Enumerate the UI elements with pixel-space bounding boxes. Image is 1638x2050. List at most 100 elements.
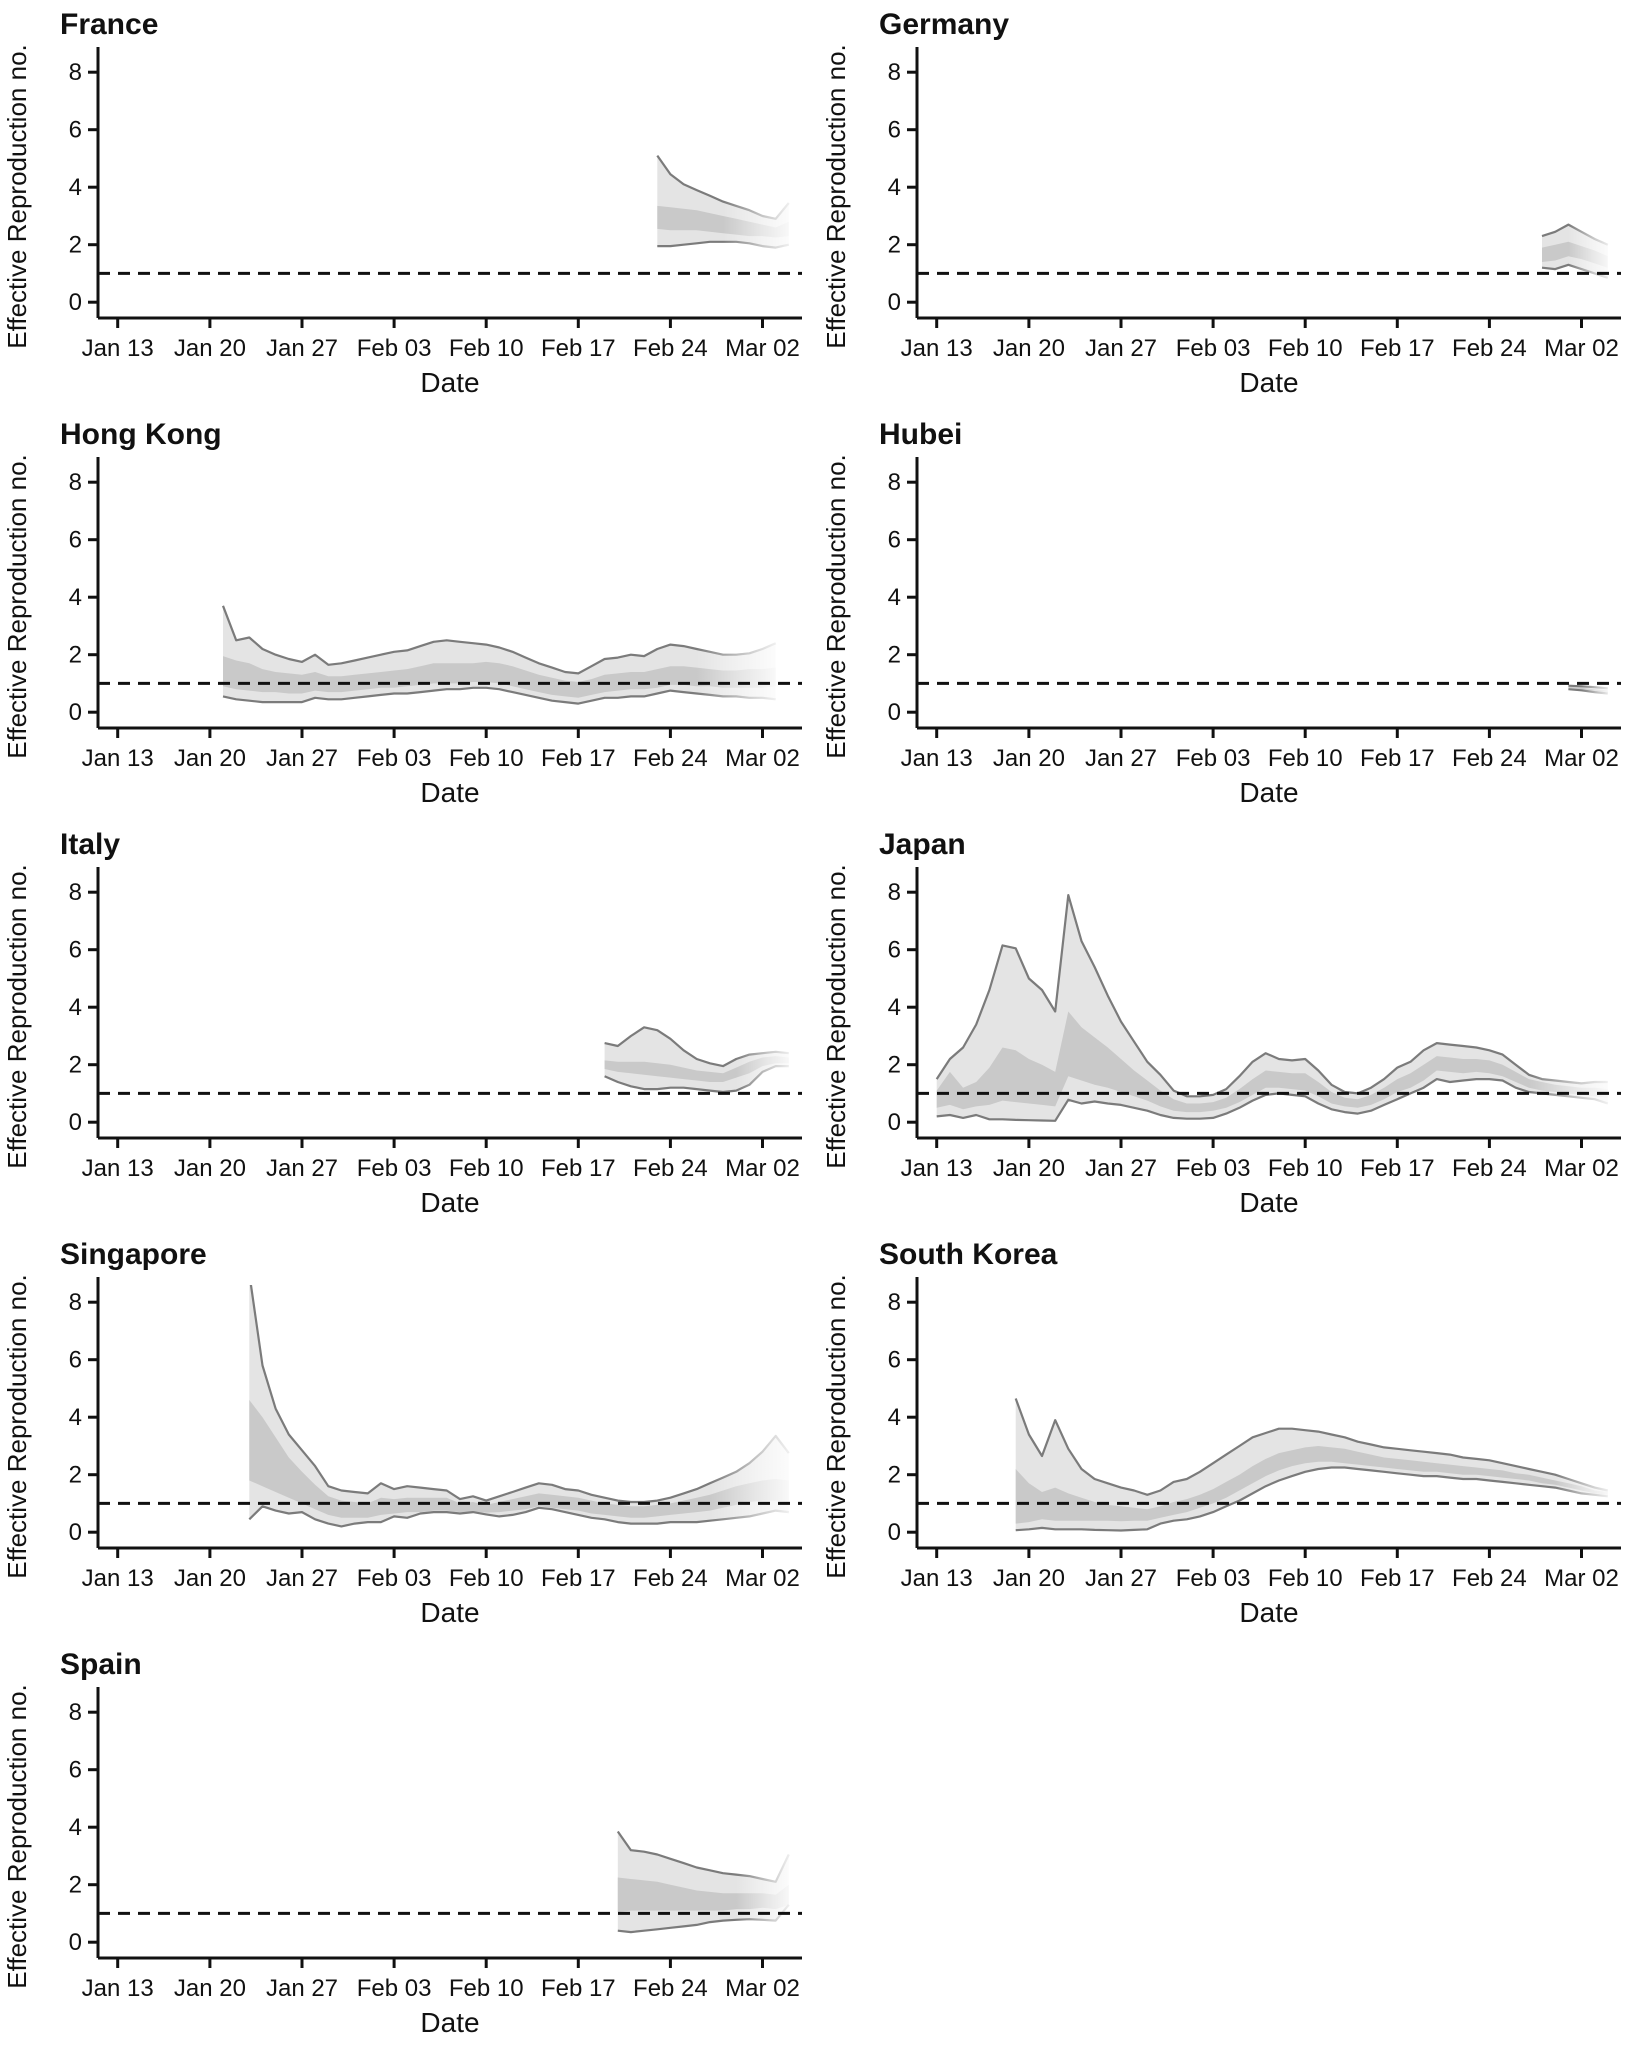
y-tick-label: 2: [888, 1052, 901, 1079]
y-axis-title: Effective Reproduction no.: [2, 864, 32, 1168]
x-tick-label: Feb 10: [449, 335, 524, 362]
y-tick-label: 4: [888, 584, 901, 611]
x-tick-label: Jan 13: [901, 335, 973, 362]
y-tick-label: 8: [888, 59, 901, 86]
y-axis-title: Effective Reproduction no.: [821, 864, 851, 1168]
x-tick-label: Mar 02: [1544, 1155, 1619, 1182]
forecast-fade-overlay: [736, 875, 793, 1138]
band-upper-outline: [249, 1285, 790, 1504]
inner-credible-band: [936, 1011, 1608, 1113]
panel-title: Italy: [60, 828, 120, 861]
x-tick-label: Feb 24: [1452, 1155, 1527, 1182]
x-axis-title: Date: [1239, 1187, 1298, 1218]
y-tick-label: 6: [888, 527, 901, 554]
y-axis-title: Effective Reproduction no.: [2, 44, 32, 348]
y-tick-label: 0: [69, 699, 82, 726]
y-axis-title: Effective Reproduction no.: [2, 1684, 32, 1988]
x-tick-label: Jan 27: [266, 1975, 338, 2002]
band-upper-outline: [1014, 1398, 1609, 1496]
x-tick-label: Feb 03: [357, 335, 432, 362]
forecast-fade-overlay: [709, 1285, 793, 1548]
x-axis-title: Date: [420, 1187, 479, 1218]
y-tick-label: 2: [69, 1872, 82, 1899]
x-tick-label: Jan 20: [993, 1155, 1065, 1182]
x-tick-label: Feb 10: [1268, 1565, 1343, 1592]
x-tick-label: Jan 13: [901, 1565, 973, 1592]
y-tick-label: 2: [888, 1462, 901, 1489]
x-axis-title: Date: [420, 777, 479, 808]
x-axis-title: Date: [1239, 1597, 1298, 1628]
band-upper-outline: [221, 605, 777, 675]
chart-panel-singapore: Singapore Jan 13 Jan 20 Jan 27 Feb 03 Feb 10 F…: [0, 1230, 819, 1640]
chart-panel-hubei: Hubei Jan 13 Jan 20 Jan 27 Feb 03 Feb 10 Feb 1…: [819, 410, 1638, 820]
y-axis-title: Effective Reproduction no.: [2, 1274, 32, 1578]
x-tick-label: Feb 10: [449, 1155, 524, 1182]
x-tick-label: Feb 24: [633, 1155, 708, 1182]
outer-credible-band: [249, 1285, 789, 1527]
chart-panel-south-korea: South Korea Jan 13 Jan 20 Jan 27 Feb 03 Feb 1…: [819, 1230, 1638, 1640]
x-tick-label: Feb 10: [449, 745, 524, 772]
x-tick-label: Feb 03: [357, 1155, 432, 1182]
x-tick-label: Feb 17: [541, 1565, 616, 1592]
panel-title: Japan: [879, 828, 966, 861]
y-tick-label: 2: [69, 642, 82, 669]
x-tick-label: Feb 10: [449, 1565, 524, 1592]
panel-svg: France Jan 13 Jan 20 Jan 27 Feb 03 Feb 10 Feb …: [2, 8, 802, 398]
x-tick-label: Mar 02: [1544, 1565, 1619, 1592]
forecast-fade-overlay: [1528, 875, 1612, 1138]
panel-svg: Singapore Jan 13 Jan 20 Jan 27 Feb 03 Feb 10 F…: [2, 1238, 802, 1628]
y-tick-label: 0: [69, 289, 82, 316]
band-lower-outline: [248, 1505, 789, 1528]
panel-svg: Spain Jan 13 Jan 20 Jan 27 Feb 03 Feb 10 Feb 1…: [2, 1648, 802, 2038]
band-lower-outline: [936, 1078, 1609, 1122]
chart-panel-france: France Jan 13 Jan 20 Jan 27 Feb 03 Feb 10 Feb …: [0, 0, 819, 410]
panel-svg: Germany Jan 13 Jan 20 Jan 27 Feb 03 Feb 10 Feb…: [821, 8, 1621, 398]
y-tick-label: 4: [69, 584, 82, 611]
x-tick-label: Jan 20: [174, 335, 246, 362]
y-tick-label: 0: [888, 289, 901, 316]
forecast-fade-overlay: [736, 1695, 793, 1958]
x-tick-label: Jan 13: [82, 1975, 154, 2002]
forecast-fade-overlay: [1555, 1285, 1612, 1548]
x-tick-label: Feb 03: [1176, 1155, 1251, 1182]
y-tick-label: 6: [69, 1757, 82, 1784]
x-axis-title: Date: [420, 2007, 479, 2038]
x-tick-label: Jan 27: [266, 1155, 338, 1182]
chart-panel-hong-kong: Hong Kong Jan 13 Jan 20 Jan 27 Feb 03 Feb 10 F…: [0, 410, 819, 820]
x-tick-label: Jan 20: [174, 745, 246, 772]
x-tick-label: Jan 20: [993, 745, 1065, 772]
forecast-fade-overlay: [696, 465, 780, 728]
x-tick-label: Jan 13: [82, 335, 154, 362]
outer-credible-band: [1015, 1398, 1608, 1531]
x-tick-label: Jan 13: [901, 1155, 973, 1182]
band-lower-outline: [222, 686, 776, 705]
y-tick-label: 6: [69, 937, 82, 964]
x-tick-label: Mar 02: [725, 1155, 800, 1182]
x-tick-label: Feb 17: [541, 1155, 616, 1182]
x-tick-label: Jan 20: [174, 1975, 246, 2002]
x-tick-label: Mar 02: [725, 335, 800, 362]
inner-credible-band: [1015, 1446, 1608, 1524]
x-tick-label: Jan 27: [1085, 335, 1157, 362]
y-tick-label: 8: [69, 879, 82, 906]
x-axis-title: Date: [1239, 777, 1298, 808]
x-axis-title: Date: [420, 1597, 479, 1628]
x-tick-label: Jan 20: [993, 335, 1065, 362]
panel-title: Hubei: [879, 418, 962, 451]
x-tick-label: Mar 02: [725, 745, 800, 772]
x-tick-label: Feb 10: [449, 1975, 524, 2002]
y-tick-label: 6: [69, 117, 82, 144]
y-tick-label: 8: [888, 879, 901, 906]
x-tick-label: Mar 02: [1544, 745, 1619, 772]
x-tick-label: Jan 13: [82, 745, 154, 772]
x-tick-label: Feb 03: [1176, 745, 1251, 772]
x-tick-label: Feb 24: [1452, 745, 1527, 772]
y-tick-label: 0: [69, 1109, 82, 1136]
inner-credible-band: [223, 656, 776, 698]
y-axis-title: Effective Reproduction no.: [2, 454, 32, 758]
x-tick-label: Feb 03: [357, 745, 432, 772]
y-tick-label: 4: [888, 994, 901, 1021]
forecast-fade-overlay: [1581, 465, 1612, 728]
x-tick-label: Feb 17: [541, 1975, 616, 2002]
x-tick-label: Feb 10: [1268, 335, 1343, 362]
